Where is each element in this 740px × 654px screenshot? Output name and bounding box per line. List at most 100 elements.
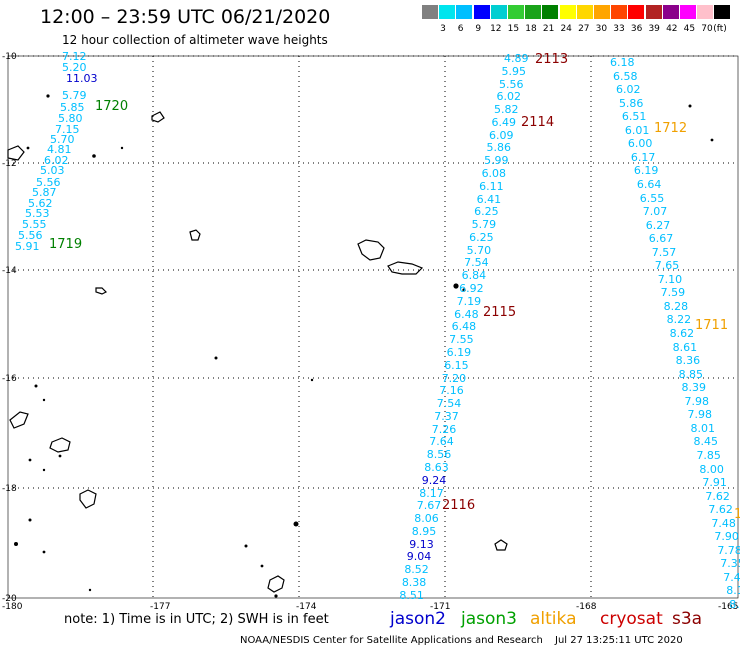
wave-height-value: 5.95	[501, 64, 527, 78]
island-futuna	[95, 287, 108, 295]
wave-height-value: 7.07	[642, 205, 668, 219]
wave-height-value: 7.37	[434, 409, 459, 423]
wave-height-value: 5.56	[499, 77, 524, 91]
map-subtitle: 12 hour collection of altimeter wave hei…	[62, 33, 328, 47]
wave-height-value: 7.78	[717, 543, 740, 557]
wave-height-value: 6.02	[615, 83, 641, 97]
wave-height-value: 8.36	[675, 354, 701, 368]
wave-height-value: 6.09	[489, 128, 514, 142]
wave-height-value: 6.25	[469, 230, 494, 244]
wave-height-value: 5.87	[32, 186, 57, 199]
wave-height-value: 5.86	[486, 141, 512, 155]
scale-label: 45	[683, 24, 696, 34]
scale-swatch	[525, 5, 542, 19]
legend-s3a: s3a	[672, 609, 703, 629]
scale-swatch	[645, 5, 662, 19]
scale-swatch	[456, 5, 473, 19]
latitude-label: -12	[2, 159, 17, 169]
scale-label: 3	[440, 24, 446, 34]
longitude-label: -180	[2, 602, 23, 612]
wave-height-value: 8.85	[678, 367, 704, 381]
island-upolu	[357, 239, 385, 261]
wave-height-value: 6.41	[476, 192, 502, 206]
island-outlines	[7, 111, 508, 593]
track-id-label: 2116	[442, 498, 476, 513]
wave-height-value: 5.03	[40, 164, 65, 177]
wave-height-value: 7.47	[723, 570, 740, 584]
wave-height-value: 7.65	[654, 259, 680, 273]
track-id-label: 1720	[95, 99, 129, 114]
scale-swatch	[559, 5, 576, 19]
wave-height-value: 8.45	[693, 435, 718, 449]
wave-height-value: 6.25	[474, 205, 499, 219]
latitude-label: -10	[2, 52, 17, 62]
wave-height-value: 6.15	[444, 358, 469, 372]
wave-height-value: 8.52	[404, 563, 429, 577]
wave-height-value: 8.38	[401, 575, 427, 589]
wave-height-value: 7.19	[456, 294, 482, 308]
scale-label: 27	[578, 24, 590, 34]
longitude-label: -168	[576, 602, 597, 612]
wave-height-value: 6.02	[496, 90, 522, 104]
wave-height-value: 5.79	[471, 218, 497, 232]
longitude-label: -174	[296, 602, 317, 612]
wave-height-value: 8.15	[726, 584, 740, 598]
wave-height-value: 7.26	[431, 422, 457, 436]
wave-height-value: 8.01	[690, 421, 715, 435]
wave-height-value: 7.15	[55, 123, 80, 136]
scale-swatch	[628, 5, 645, 19]
wave-height-value: 6.48	[451, 320, 477, 334]
wave-height-value: 5.86	[618, 96, 644, 110]
wave-height-value: 6.01	[624, 123, 650, 137]
scale-label: 42	[666, 24, 678, 34]
scale-label: 30	[595, 24, 608, 34]
wave-height-value: 8.95	[411, 524, 437, 538]
scale-label: 18	[525, 24, 537, 34]
scale-swatch	[680, 5, 696, 19]
wave-height-value: 6.18	[610, 56, 635, 69]
wave-height-value: 5.85	[60, 101, 85, 114]
track-id-label: 1719	[49, 237, 83, 252]
wave-height-value: 7.20	[441, 371, 467, 385]
wave-height-value: 6.48	[454, 307, 479, 321]
wave-height-value: 8.62	[669, 327, 695, 340]
credit-line: NOAA/NESDIS Center for Satellite Applica…	[240, 635, 543, 646]
wave-height-value: 7.48	[711, 516, 736, 530]
scale-swatch	[662, 5, 679, 19]
wave-height-value: 7.55	[449, 333, 474, 347]
wave-height-value: 7.57	[651, 245, 677, 259]
track-id-label: 2114	[521, 115, 555, 130]
wave-height-value: 6.92	[459, 282, 484, 296]
scale-label: 6	[457, 24, 464, 34]
island-wallis	[189, 229, 201, 241]
wave-height-value: 6.27	[645, 218, 671, 232]
wave-height-value: 7.12	[62, 50, 87, 63]
wave-height-value: 7.62	[705, 489, 730, 503]
scale-swatch	[490, 5, 507, 19]
wave-height-value: 5.82	[494, 103, 519, 117]
legend-altika: altika	[530, 609, 577, 629]
island-savaii	[387, 261, 424, 275]
longitude-label: -171	[430, 602, 451, 612]
legend-jason2: jason2	[390, 609, 446, 629]
wave-height-value: 7.62	[708, 503, 733, 517]
scale-swatch	[542, 5, 559, 19]
map-frame	[7, 55, 739, 599]
wave-height-value: 6.17	[630, 150, 656, 164]
wave-height-value: 6.02	[44, 154, 69, 167]
wave-height-value: 5.70	[50, 133, 75, 146]
scale-swatch	[439, 5, 456, 19]
scale-label: 24	[560, 24, 572, 34]
island-niue	[494, 539, 508, 551]
track-id-label: 1712	[654, 121, 688, 136]
longitude-label: -177	[150, 602, 171, 612]
scale-label: 21	[542, 24, 555, 34]
wave-height-value: 8.61	[672, 340, 698, 354]
wave-height-value: 7.64	[429, 435, 454, 449]
island-vanua-levu	[9, 411, 29, 429]
wave-height-value: 7.10	[657, 272, 683, 286]
wave-height-value: 8.51	[399, 588, 424, 602]
generated-timestamp: Jul 27 13:25:11 UTC 2020	[555, 635, 683, 646]
